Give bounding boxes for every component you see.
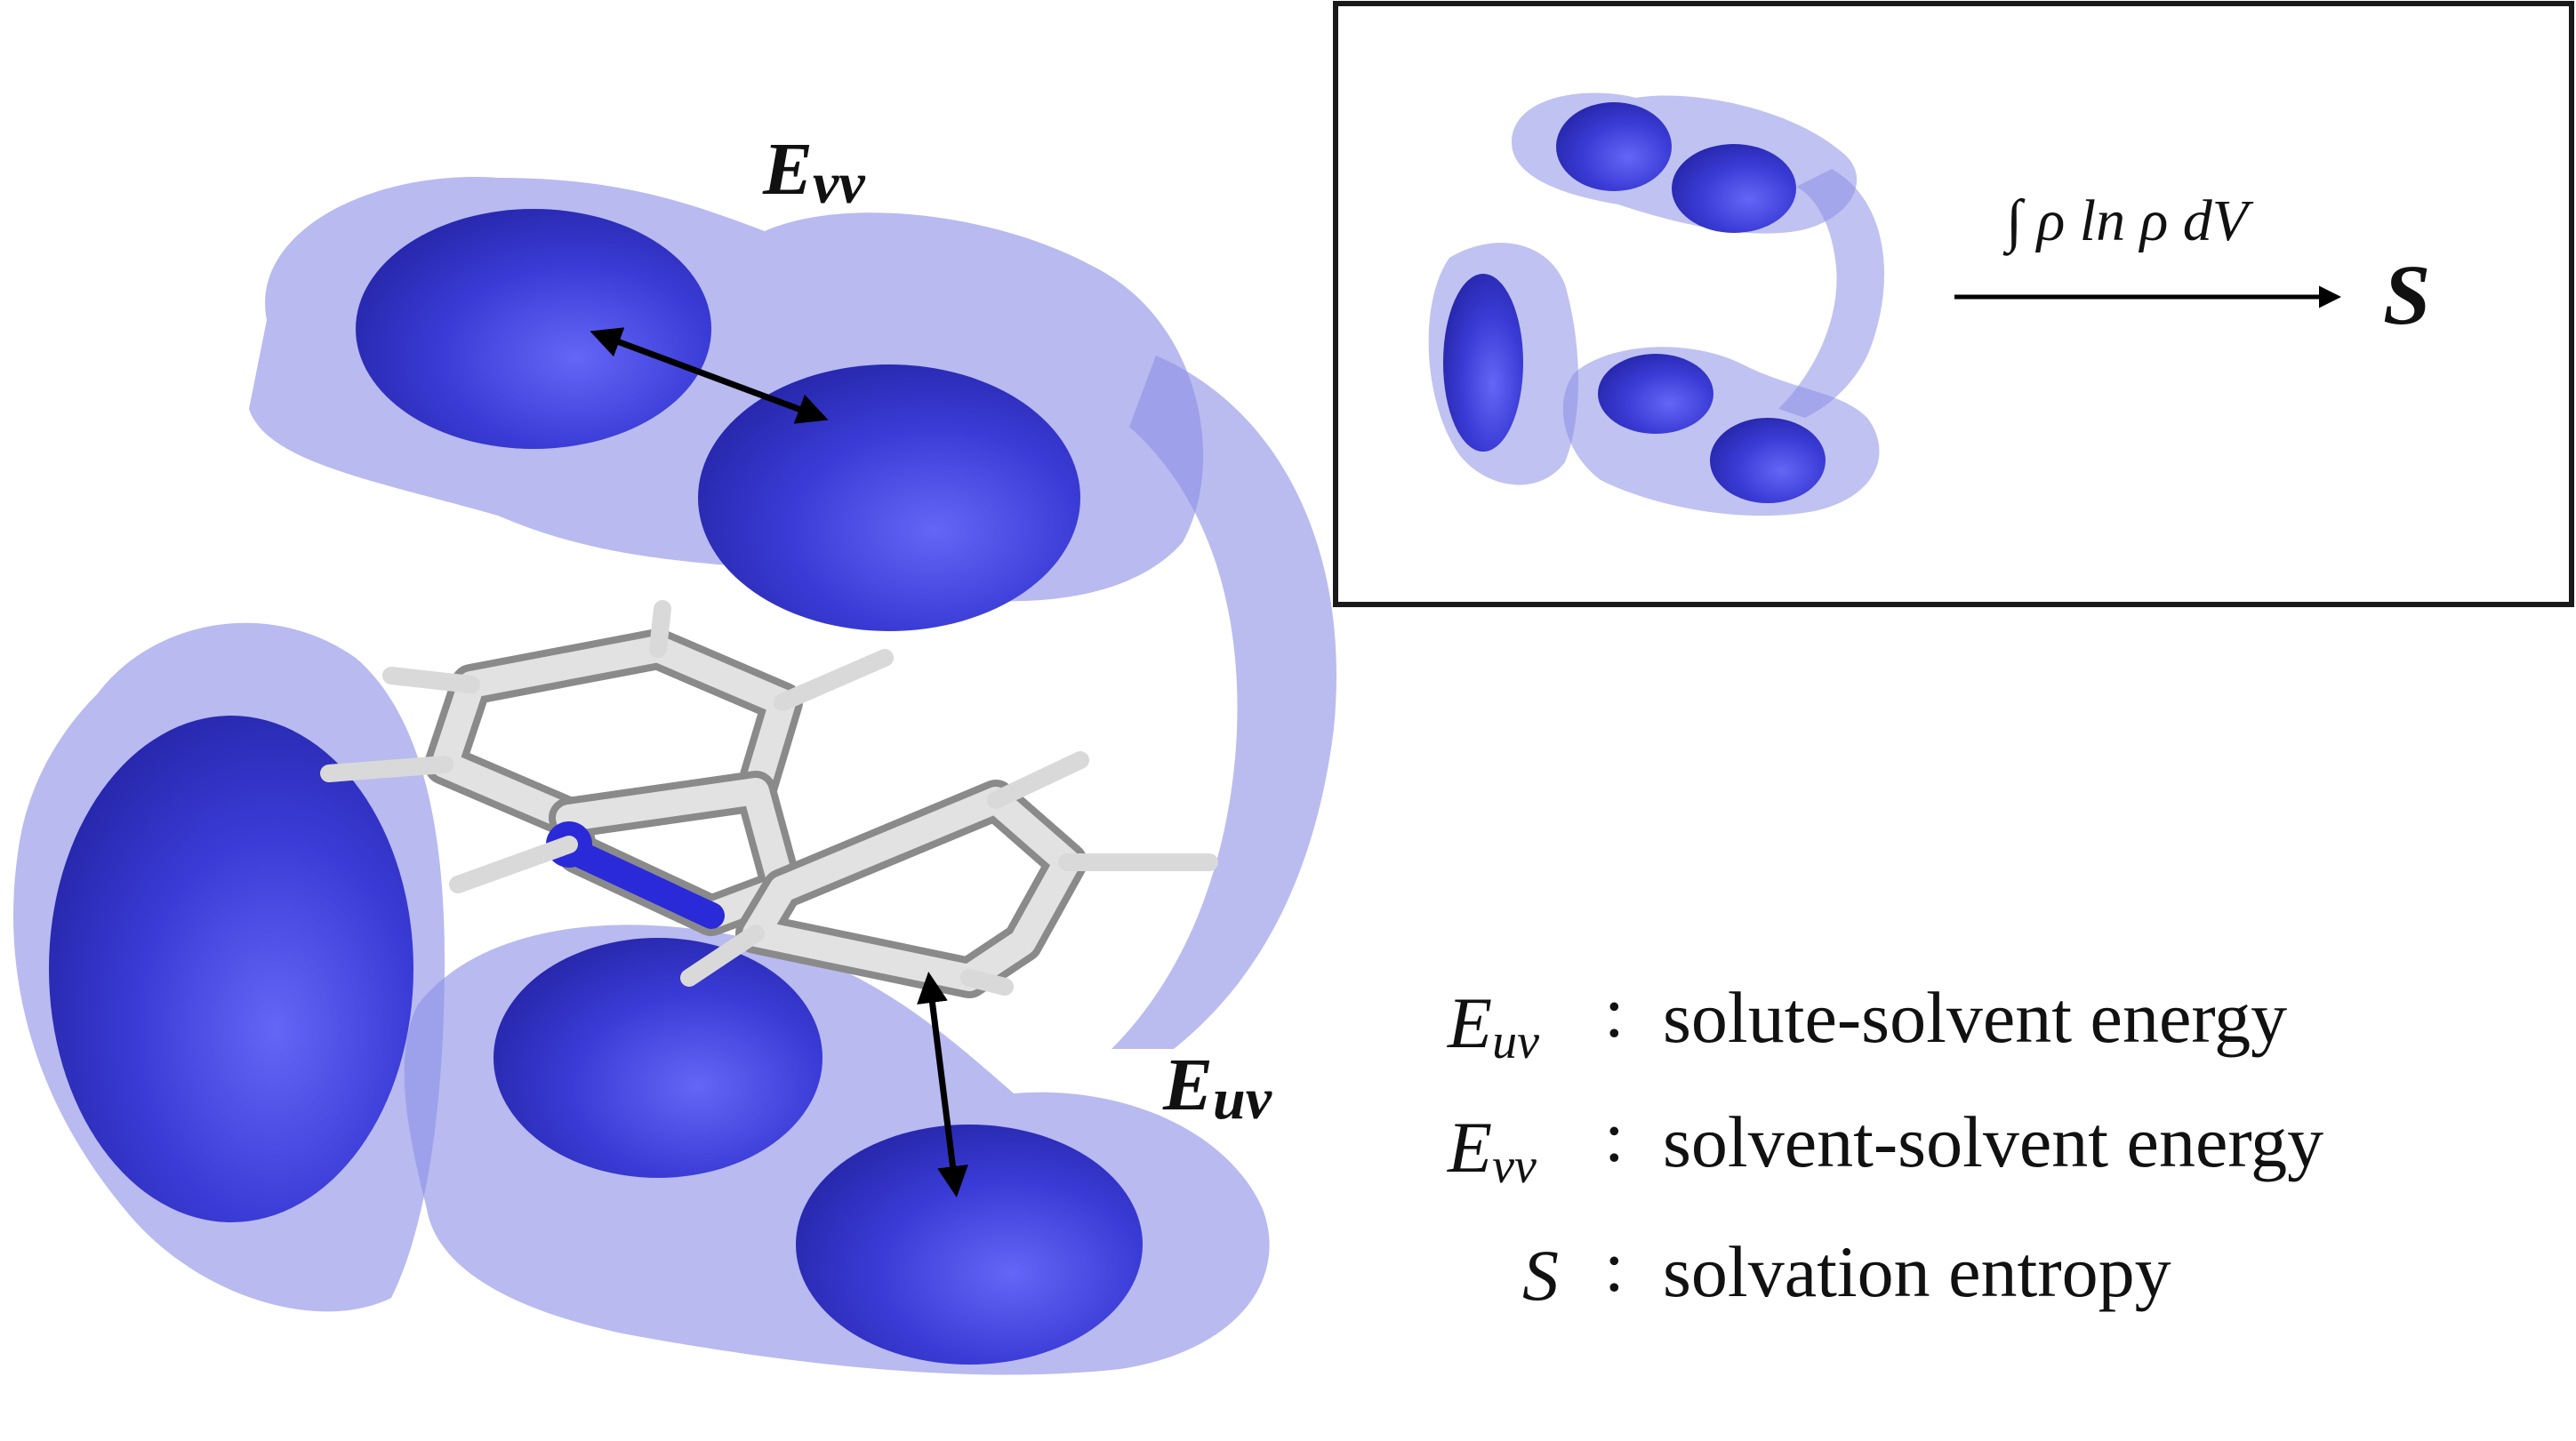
hydrogen-bond	[382, 667, 480, 693]
legend-euv-sep: :	[1604, 972, 1625, 1053]
svg-text:Evv: Evv	[1447, 1107, 1537, 1194]
inset-core-4	[1598, 354, 1713, 434]
inset-core-3	[1443, 274, 1523, 452]
hydrogen-bond	[774, 649, 894, 711]
inset-entropy-label: S	[2383, 247, 2430, 342]
hydrogen-bond	[960, 969, 1014, 996]
legend-euv-symbol: E	[1447, 982, 1492, 1063]
hydrogen-bond	[680, 925, 765, 987]
legend-s-sep: :	[1604, 1226, 1625, 1307]
euv-label: Euv	[1162, 1044, 1272, 1132]
ribbon-shell	[1111, 356, 1337, 1049]
legend: Euv : solute-solvent energy Evv : solven…	[1447, 972, 2323, 1316]
inset-panel: ∫ ρ ln ρ dV S	[1333, 1, 2574, 607]
legend-euv-sub: uv	[1492, 1014, 1539, 1069]
core-top-left	[356, 209, 711, 449]
legend-row-s: S : solvation entropy	[1522, 1226, 2171, 1316]
inset-integral-label: ∫ ρ ln ρ dV	[2002, 188, 2254, 256]
inset-core-2	[1672, 144, 1796, 233]
evv-label: Evv	[762, 128, 865, 216]
nitrogen-bond	[565, 840, 725, 929]
legend-euv-text: solute-solvent energy	[1663, 977, 2287, 1058]
legend-evv-sub: vv	[1492, 1139, 1537, 1194]
core-bottom-middle	[494, 938, 823, 1178]
hydrogen-bond	[987, 751, 1089, 809]
evv-label-main: E	[762, 128, 813, 211]
inset-core-1	[1556, 102, 1672, 191]
hydrogen-bond	[449, 836, 578, 893]
core-top-right	[698, 364, 1080, 631]
legend-evv-symbol: E	[1447, 1107, 1492, 1188]
evv-label-sub: vv	[813, 151, 865, 216]
hydrogen-bond	[649, 600, 671, 658]
legend-evv-text: solvent-solvent energy	[1663, 1101, 2323, 1182]
evv-arrow	[590, 327, 829, 424]
legend-row-euv: Euv : solute-solvent energy	[1447, 972, 2287, 1069]
core-left	[49, 716, 413, 1222]
indole-molecule	[320, 600, 1218, 998]
svg-text:Euv: Euv	[1447, 982, 1539, 1069]
legend-row-evv: Evv : solvent-solvent energy	[1447, 1096, 2323, 1194]
inset-core-5	[1710, 418, 1826, 503]
main-density-map	[13, 177, 1337, 1375]
euv-label-main: E	[1162, 1044, 1213, 1126]
legend-s-text: solvation entropy	[1663, 1231, 2171, 1312]
legend-s-symbol: S	[1522, 1235, 1559, 1316]
hydrogen-bond	[320, 756, 453, 782]
core-bottom-right	[796, 1125, 1143, 1365]
euv-arrow	[917, 972, 968, 1197]
legend-evv-sep: :	[1604, 1096, 1625, 1177]
euv-label-sub: uv	[1213, 1067, 1272, 1132]
inset-ribbon	[1778, 169, 1885, 418]
